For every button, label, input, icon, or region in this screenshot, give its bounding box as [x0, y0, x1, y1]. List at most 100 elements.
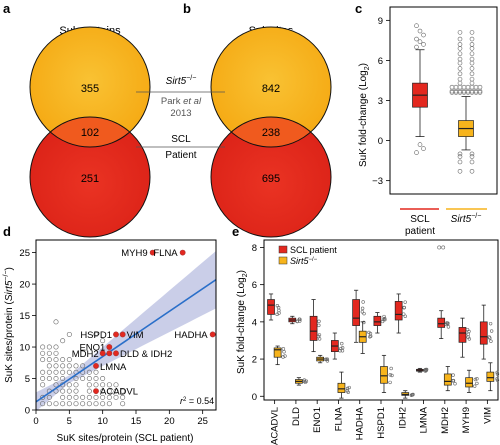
panel-d-point: [40, 369, 46, 375]
venn-a-scl-circle: [30, 117, 150, 237]
panel-d-r2: r2 = 0.54: [180, 396, 214, 406]
panel-e-point: [467, 337, 472, 341]
panel-d-point: [73, 388, 79, 394]
panel-c-outlier: [457, 168, 463, 174]
panel-e-point: [362, 311, 366, 316]
panel-c-outlier: [469, 60, 475, 66]
panel-d-point: [60, 394, 66, 400]
panel-d-point: [53, 382, 59, 388]
panel-d-point: [86, 382, 92, 388]
panel-e-category-label: HADHA: [355, 406, 366, 440]
panel-d-highlight-point: [99, 350, 106, 357]
panel-c-outlier: [457, 84, 463, 90]
panel-c-outlier: [453, 84, 459, 90]
panel-e-ytick-label: 4: [252, 317, 257, 328]
panel-c-outlier: [469, 80, 475, 86]
panel-e-point: [475, 377, 479, 381]
panel-e-point: [495, 370, 499, 375]
panel-e-category-label: DLD: [291, 407, 302, 426]
panel-d-point-label: DLD & IDH2: [120, 349, 172, 360]
venn-b-scl-circle: [211, 117, 331, 237]
panel-d-fit-line: [36, 279, 216, 403]
panel-e-point: [295, 319, 300, 324]
panel-c-outlier: [477, 88, 483, 94]
panel-d-point: [73, 394, 79, 400]
panel-e-point: [402, 305, 406, 310]
panel-e-point: [339, 346, 343, 351]
panel-d-point: [40, 394, 46, 400]
panel-e-point: [340, 341, 344, 346]
panel-c-outlier: [469, 154, 475, 159]
panel-e-ytick-label: 8: [252, 243, 257, 254]
panel-e-box-scl-box: [352, 299, 360, 326]
panel-d-point-label: HADHA: [174, 330, 208, 341]
panel-d-point: [46, 357, 52, 363]
panel-d-point: [66, 388, 72, 394]
panel-c-outlier: [469, 84, 475, 90]
panel-d-point: [60, 338, 66, 344]
panel-c-outlier: [469, 71, 475, 77]
panel-d-point: [120, 388, 126, 394]
panel-d-point: [60, 363, 66, 369]
panel-d-point: [73, 363, 79, 369]
panel-letter-e: e: [232, 224, 239, 239]
panel-e-point: [411, 392, 415, 397]
panel-e-point: [325, 359, 330, 363]
panel-d-point: [60, 388, 66, 394]
legend-label-sirt5: Sirt5−/−: [290, 256, 318, 266]
venn-a-sirt5-circle: [30, 27, 150, 147]
panel-e-point: [423, 367, 428, 372]
panel-d-point: [40, 344, 46, 350]
panel-e-point: [489, 329, 494, 333]
panel-d-xtick-label: 5: [67, 416, 72, 427]
panel-e-point: [380, 319, 385, 324]
panel-e-ylabel: SuK fold-change (Log2): [236, 270, 249, 374]
panel-e-box-scl-box: [267, 299, 275, 315]
panel-d-point: [66, 369, 72, 375]
panel-d-confidence-band: [36, 250, 216, 410]
panel-d-point: [66, 401, 72, 407]
panel-d-point: [100, 401, 106, 407]
panel-e-ytick-label: 2: [252, 355, 257, 366]
panel-d-point-label: ENO1: [79, 343, 105, 354]
panel-d-point: [93, 331, 99, 337]
panel-c-outlier: [469, 76, 475, 82]
panel-c-outlier: [457, 71, 463, 77]
label-sirt5: Sirt5−/−: [166, 75, 197, 87]
panel-d-point-label: ACADVL: [100, 387, 138, 398]
panel-d-point: [93, 369, 99, 375]
panel-e-point: [277, 311, 281, 315]
panel-e-legend: SCL patient Sirt5−/−: [278, 245, 337, 266]
panel-e-box-scl-box: [458, 327, 467, 343]
panel-c-outlier: [457, 80, 463, 86]
panel-e-box-sirt5-box: [465, 377, 473, 388]
panel-d-point: [113, 388, 119, 394]
panel-d-point: [60, 357, 66, 363]
panel-d-point: [66, 394, 72, 400]
panel-e-point: [495, 378, 500, 382]
panel-d-xtick-label: 25: [197, 416, 208, 427]
panel-d-point: [100, 394, 106, 400]
panel-d-point: [80, 376, 86, 382]
panel-c-outlier: [473, 84, 479, 90]
panel-d-point: [40, 357, 46, 363]
panel-d-point: [53, 363, 59, 369]
panel-d-point-label: MDH2: [72, 349, 99, 360]
panel-a: a Suk proteins 355 102 251: [3, 1, 151, 238]
panel-d-point-label: VIM: [127, 330, 144, 341]
panel-c-outlier: [457, 30, 463, 35]
panel-letter-d: d: [3, 224, 11, 239]
panel-d-point: [120, 394, 126, 400]
panel-e-ytick-label: 0: [252, 392, 257, 403]
panel-d-highlight-point: [106, 344, 113, 350]
panel-d-point: [66, 363, 72, 369]
panel-e-box-scl-box: [394, 301, 403, 321]
venn-b-count-sirt5: 842: [262, 83, 280, 95]
panel-e-point: [340, 349, 345, 353]
panel-d-highlight-point: [113, 331, 119, 338]
panel-d-ylabel: SuK sites/protein (Sirt5−/−): [3, 267, 15, 383]
panel-d-point: [60, 369, 66, 375]
panel-d-point: [106, 388, 112, 394]
panel-e-box-scl-box: [309, 315, 318, 341]
